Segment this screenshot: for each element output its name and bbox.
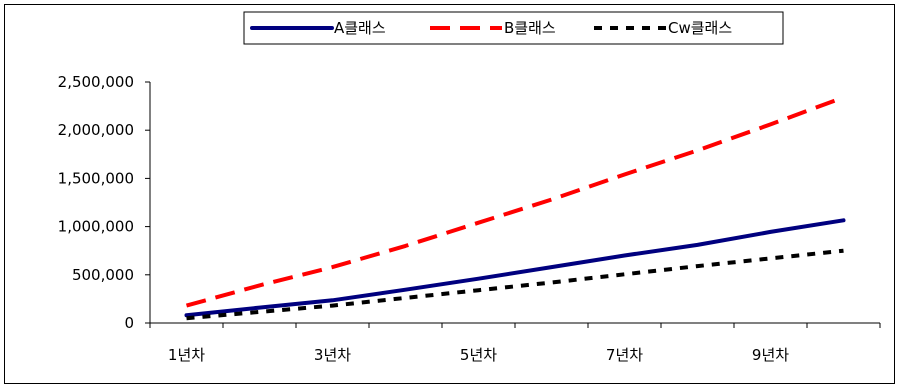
y-tick-label: 0 xyxy=(124,314,134,332)
x-tick-label: 5년차 xyxy=(460,346,497,364)
y-tick-label: 500,000 xyxy=(72,266,134,284)
x-tick-label: 9년차 xyxy=(752,346,789,364)
y-tick-label: 1,000,000 xyxy=(58,218,134,236)
y-tick-label: 2,500,000 xyxy=(58,73,134,91)
series-line-3 xyxy=(186,248,844,321)
y-tick-label: 1,500,000 xyxy=(58,169,134,187)
legend-label-3: Cw클래스 xyxy=(668,19,732,37)
y-tick-label: 2,000,000 xyxy=(58,121,134,139)
x-tick-label: 7년차 xyxy=(606,346,643,364)
ticks: 0 500,000 1,000,000 1,500,000 2,000,000 2,500… xyxy=(58,73,881,364)
x-tick-label: 3년차 xyxy=(314,346,351,364)
legend-label-2: B클래스 xyxy=(504,19,556,37)
series-lines xyxy=(184,95,846,321)
chart-frame xyxy=(4,4,895,384)
legend: A클래스 B클래스 Cw클래스 xyxy=(243,11,784,45)
series-line-2 xyxy=(185,95,845,308)
x-tick-label: 1년차 xyxy=(168,346,205,364)
legend-label-1: A클래스 xyxy=(334,19,386,37)
series-line-1 xyxy=(184,218,846,318)
